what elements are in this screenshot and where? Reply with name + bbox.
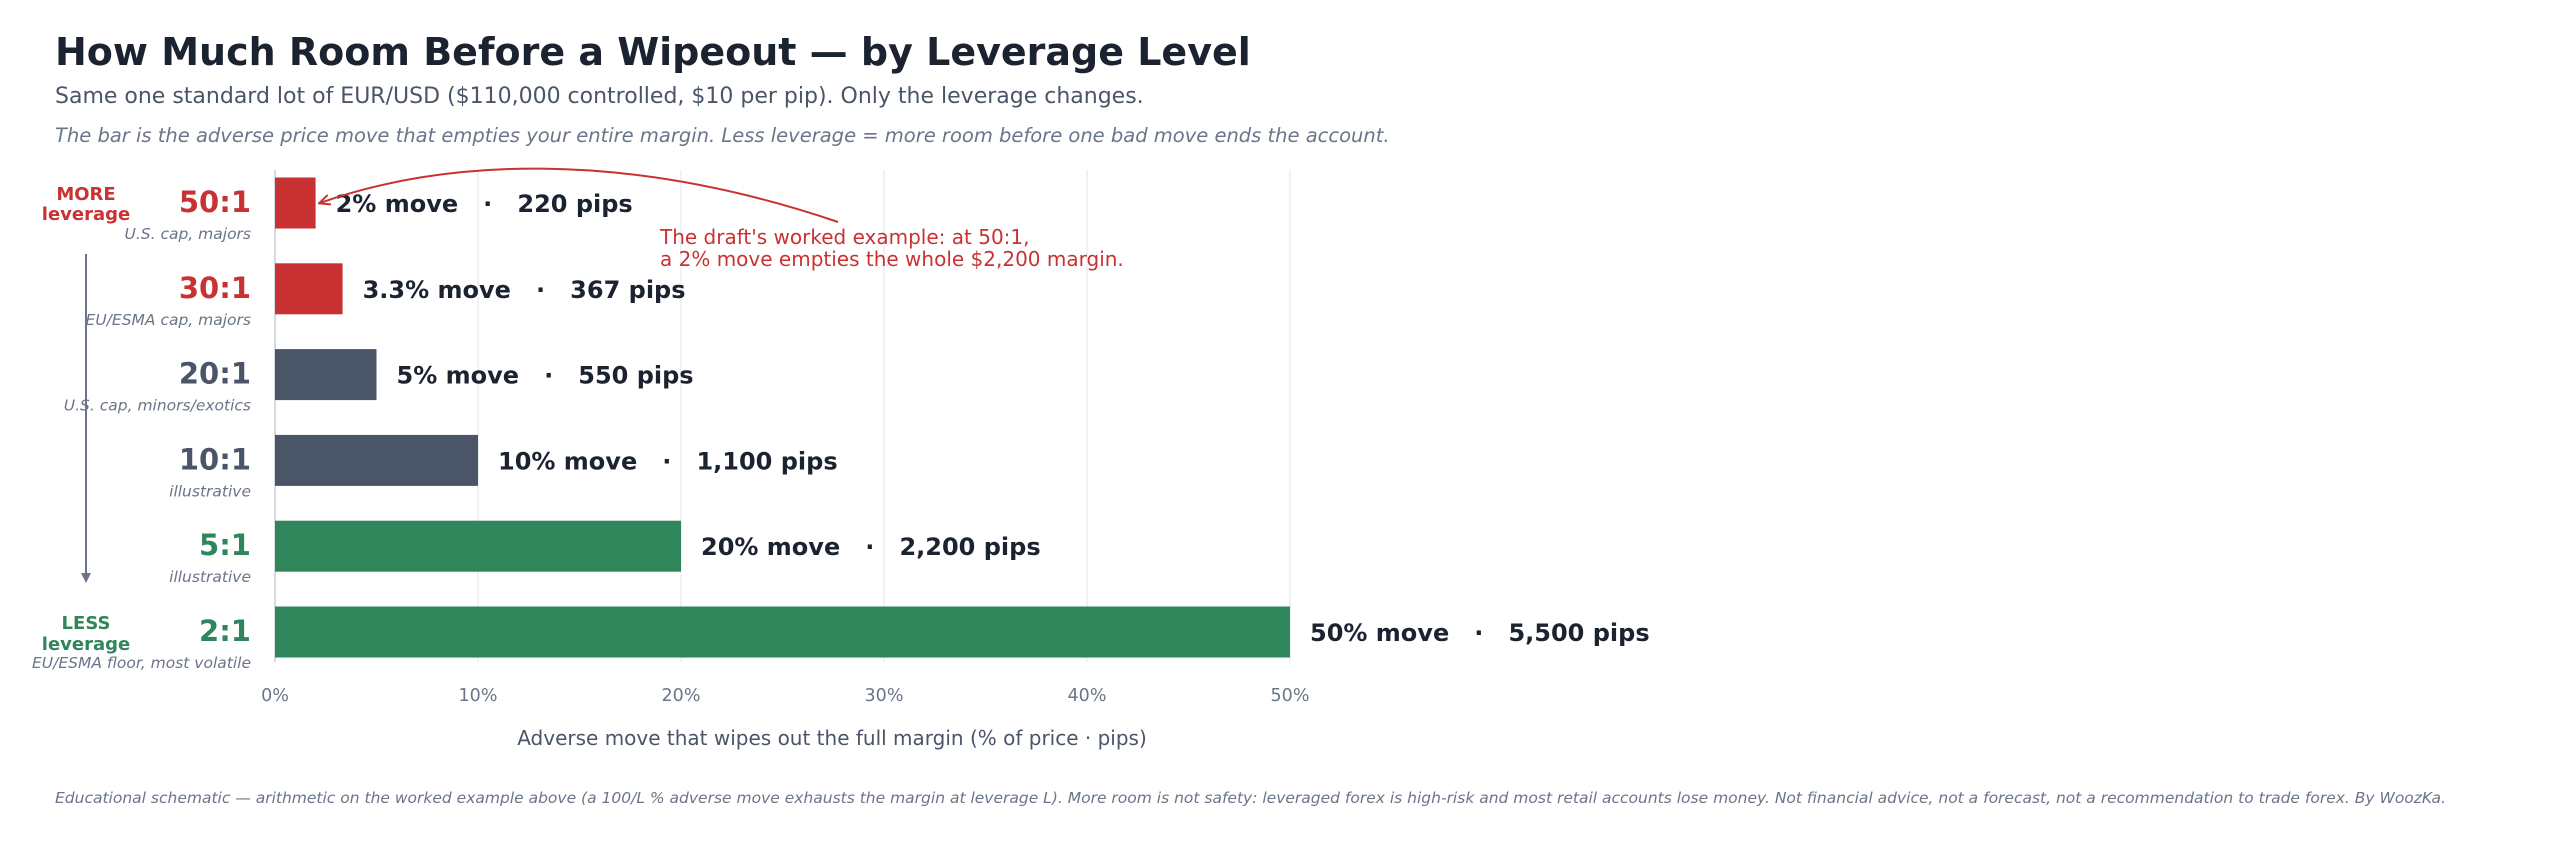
category-sublabel: EU/ESMA floor, most volatile [32, 654, 251, 672]
chart-title: How Much Room Before a Wipeout — by Leve… [55, 30, 1251, 74]
data-label: 5% move · 550 pips [397, 362, 694, 390]
category-label: 30:1 [179, 271, 251, 305]
data-label: 10% move · 1,100 pips [498, 447, 838, 475]
more-leverage-label-line2: leverage [42, 204, 130, 225]
chart-subtitle: Same one standard lot of EUR/USD ($110,0… [55, 84, 1144, 109]
more-leverage-label-line1: MORE [56, 184, 115, 205]
category-sublabel: U.S. cap, minors/exotics [64, 397, 251, 415]
category-label: 50:1 [179, 185, 251, 219]
x-axis-ticks: 0% 10% 20% 30% 40% 50% [261, 686, 1309, 706]
category-sublabel: illustrative [169, 482, 251, 500]
data-label: 50% move · 5,500 pips [1310, 619, 1650, 647]
category-sublabel: U.S. cap, majors [124, 225, 251, 243]
data-label: 3.3% move · 367 pips [363, 276, 686, 304]
bar-5-to-1 [275, 520, 681, 572]
x-tick-label: 0% [261, 686, 289, 706]
x-axis-label: Adverse move that wipes out the full mar… [517, 726, 1147, 750]
bar-2-to-1 [275, 606, 1290, 658]
x-tick-label: 30% [865, 686, 904, 706]
annotation-line2: a 2% move empties the whole $2,200 margi… [660, 247, 1124, 271]
category-label: 2:1 [199, 614, 251, 648]
bars: 50:1 U.S. cap, majors 2% move · 220 pips 30… [32, 177, 1650, 672]
x-tick-label: 40% [1068, 686, 1107, 706]
gridlines [274, 170, 1291, 662]
bar-20-to-1 [275, 349, 377, 401]
data-label: 2% move · 220 pips [336, 190, 633, 218]
data-label: 20% move · 2,200 pips [701, 533, 1041, 561]
x-tick-label: 10% [459, 686, 498, 706]
x-tick-label: 20% [662, 686, 701, 706]
footer-disclaimer: Educational schematic — arithmetic on th… [55, 789, 2446, 807]
category-sublabel: illustrative [169, 568, 251, 586]
bar-10-to-1 [275, 434, 478, 486]
less-leverage-label-line2: leverage [42, 634, 130, 655]
x-tick-label: 50% [1271, 686, 1310, 706]
annotation-line1: The draft's worked example: at 50:1, [659, 225, 1029, 249]
bar-30-to-1 [275, 263, 343, 315]
category-label: 10:1 [179, 442, 251, 476]
chart-tagline: The bar is the adverse price move that e… [55, 124, 1390, 147]
bar-50-to-1 [275, 177, 316, 229]
category-label: 5:1 [199, 528, 251, 562]
annotation-arrow [320, 167, 839, 223]
category-sublabel: EU/ESMA cap, majors [86, 311, 251, 329]
less-leverage-label-line1: LESS [62, 613, 111, 634]
category-label: 20:1 [179, 357, 251, 391]
